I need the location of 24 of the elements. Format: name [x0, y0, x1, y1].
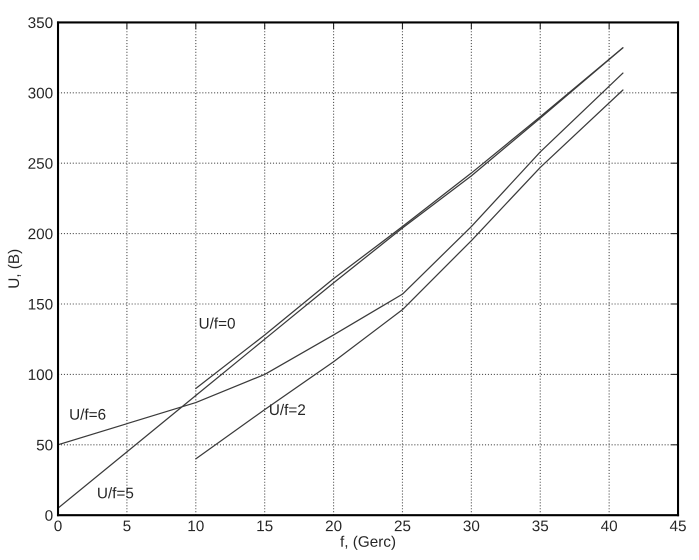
y-tick-label: 350	[28, 17, 53, 28]
y-tick-label: 50	[36, 440, 53, 450]
series-label: U/f=5	[98, 487, 134, 498]
y-axis-title: U, (B)	[8, 250, 22, 288]
y-tick-label: 200	[28, 228, 53, 240]
x-tick-label: 30	[463, 520, 480, 532]
x-tick-label: 45	[670, 520, 686, 532]
y-tick-label: 0	[45, 510, 53, 521]
y-tick-label: 300	[28, 88, 53, 98]
series-label: U/f=2	[270, 404, 306, 416]
x-tick-label: 10	[188, 520, 204, 532]
x-axis-title: f, (Gerc)	[340, 536, 396, 550]
x-tick-label: 20	[326, 520, 342, 532]
y-tick-label: 250	[28, 158, 53, 169]
y-tick-label: 150	[28, 298, 53, 310]
x-tick-label: 5	[123, 520, 131, 532]
x-tick-label: 25	[394, 520, 410, 532]
x-tick-label: 15	[257, 520, 273, 532]
series-label: U/f=6	[70, 408, 106, 420]
series-label: U/f=0	[200, 317, 235, 329]
x-tick-label: 40	[600, 520, 618, 532]
x-tick-label: 0	[54, 520, 62, 532]
y-tick-label: 100	[28, 369, 53, 380]
x-tick-label: 35	[532, 520, 548, 532]
